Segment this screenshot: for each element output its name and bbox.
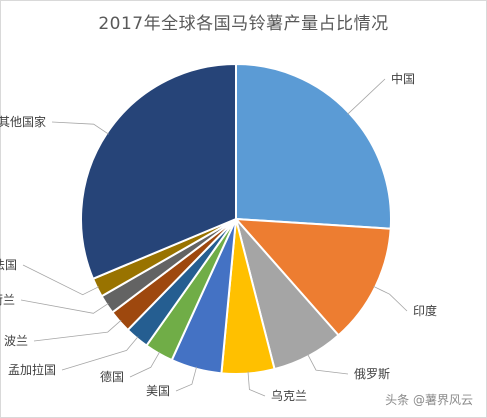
leader-line	[51, 121, 109, 135]
watermark: 头条 @薯界风云	[385, 393, 473, 407]
slice-label: 其他国家	[0, 114, 46, 129]
slice-label: 乌克兰	[271, 388, 307, 403]
leader-line	[247, 371, 266, 397]
leader-line	[307, 354, 349, 375]
leader-line	[61, 336, 139, 371]
pie-slices	[80, 62, 392, 375]
slice-label: 俄罗斯	[354, 367, 390, 381]
leader-line	[175, 366, 197, 392]
leader-line	[22, 264, 99, 296]
slice-label: 美国	[146, 384, 170, 398]
slice-label: 中国	[391, 71, 415, 86]
leader-line	[20, 299, 109, 314]
leader-line	[129, 351, 161, 378]
pie-slice	[235, 62, 392, 230]
slice-label: 波兰	[4, 334, 28, 348]
leader-line	[373, 285, 408, 312]
leader-line	[33, 319, 122, 342]
leader-line	[347, 78, 386, 115]
slice-label: 荷兰	[0, 293, 15, 307]
slice-label: 德国	[100, 369, 124, 384]
chart-title: 2017年全球各国马铃薯产量占比情况	[98, 14, 389, 34]
slice-label: 印度	[413, 303, 437, 318]
slice-label: 法国	[0, 258, 17, 272]
slice-label: 孟加拉国	[8, 362, 56, 377]
